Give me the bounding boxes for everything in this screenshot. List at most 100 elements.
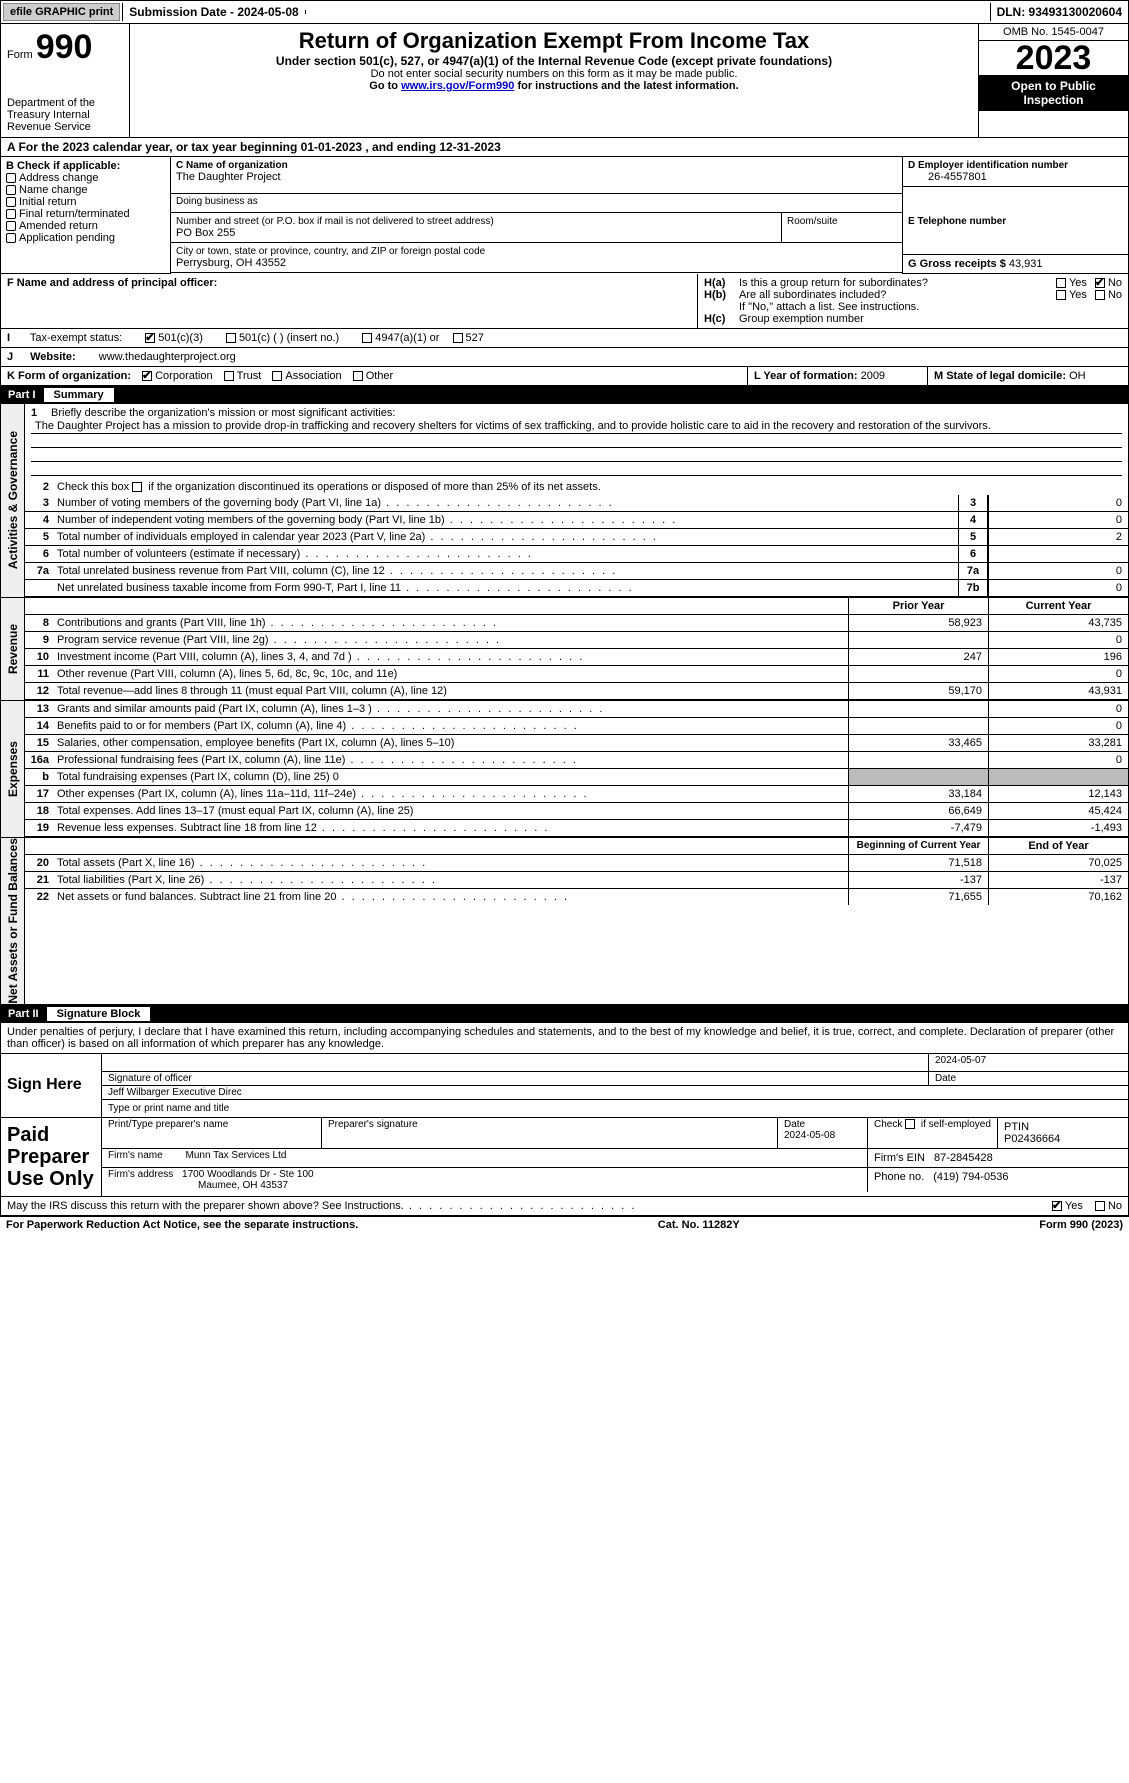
l17: Other expenses (Part IX, column (A), lin… [53,786,848,802]
cb-name-change[interactable] [6,185,16,195]
l21: Total liabilities (Part X, line 26) [53,872,848,888]
hdr-curr: Current Year [988,598,1128,614]
officer-label: F Name and address of principal officer: [7,277,217,289]
hc-label: Group exemption number [739,313,864,325]
org-name-label: C Name of organization [176,160,897,171]
cb-4947[interactable] [362,333,372,343]
l5: Total number of individuals employed in … [53,529,958,545]
l8: Contributions and grants (Part VIII, lin… [53,615,848,631]
dln: DLN: 93493130020604 [990,3,1128,21]
l7b: Net unrelated business taxable income fr… [53,580,958,596]
footer-mid: Cat. No. 11282Y [658,1219,740,1231]
cb-discontinued[interactable] [132,482,142,492]
form-header: Form 990 Department of the Treasury Inte… [0,24,1129,138]
ha-yes[interactable] [1056,278,1066,288]
date-label: Date [928,1072,1128,1086]
cb-527[interactable] [453,333,463,343]
ha-label: Is this a group return for subordinates? [739,277,1056,289]
ptin-value: P02436664 [1004,1133,1122,1145]
cb-initial-return[interactable] [6,197,16,207]
type-name-label: Type or print name and title [102,1100,1128,1117]
mission-text: The Daughter Project has a mission to pr… [31,419,1122,434]
org-form-label: K Form of organization: [7,370,131,382]
hdr-end: End of Year [988,838,1128,854]
l19: Revenue less expenses. Subtract line 18 … [53,820,848,836]
firm-ein: 87-2845428 [934,1152,993,1164]
l18: Total expenses. Add lines 13–17 (must eq… [53,803,848,819]
page-footer: For Paperwork Reduction Act Notice, see … [0,1216,1129,1233]
website-label: Website: [30,351,76,363]
l3: Number of voting members of the governin… [53,495,958,511]
v3: 0 [988,495,1128,511]
identity-grid: B Check if applicable: Address change Na… [0,157,1129,274]
firm-addr2: Maumee, OH 43537 [108,1180,861,1191]
l1-label: Briefly describe the organization's miss… [51,407,395,419]
efile-print-button[interactable]: efile GRAPHIC print [3,3,120,21]
form-title: Return of Organization Exempt From Incom… [136,28,972,54]
website-value: www.thedaughterproject.org [99,351,236,363]
ssn-note: Do not enter social security numbers on … [136,68,972,80]
cb-trust[interactable] [224,371,234,381]
form-subtitle: Under section 501(c), 527, or 4947(a)(1)… [136,54,972,68]
v5: 2 [988,529,1128,545]
l10: Investment income (Part VIII, column (A)… [53,649,848,665]
hb-label: Are all subordinates included? [739,289,1056,301]
street-label: Number and street (or P.O. box if mail i… [176,216,776,227]
hb-yes[interactable] [1056,290,1066,300]
v6 [988,546,1128,562]
year-formation-label: L Year of formation: [754,370,858,382]
phone-label: E Telephone number [908,216,1123,227]
cb-501c3[interactable] [145,333,155,343]
box-b-label: B Check if applicable: [6,160,165,172]
vtab-na: Net Assets or Fund Balances [6,838,20,1004]
city-label: City or town, state or province, country… [176,246,897,257]
signature-block: Under penalties of perjury, I declare th… [0,1023,1129,1216]
ein-label: D Employer identification number [908,160,1123,171]
l11: Other revenue (Part VIII, column (A), li… [53,666,848,682]
goto-prefix: Go to [369,80,401,92]
sig-date1: 2024-05-07 [928,1054,1128,1072]
section-activities: Activities & Governance 1Briefly describ… [0,404,1129,598]
cb-501c[interactable] [226,333,236,343]
year-formation-value: 2009 [861,370,885,382]
hb-no[interactable] [1095,290,1105,300]
print-name-label: Print/Type preparer's name [108,1119,315,1130]
ha-no[interactable] [1095,278,1105,288]
gross-receipts-label: G Gross receipts $ [908,258,1006,270]
hdr-beg: Beginning of Current Year [848,838,988,854]
domicile-value: OH [1069,370,1086,382]
footer-left: For Paperwork Reduction Act Notice, see … [6,1219,358,1231]
tax-status-label: Tax-exempt status: [30,332,122,344]
l16b: Total fundraising expenses (Part IX, col… [53,769,848,785]
l9: Program service revenue (Part VIII, line… [53,632,848,648]
prep-date: 2024-05-08 [784,1130,861,1141]
l20: Total assets (Part X, line 16) [53,855,848,871]
sig-officer-label: Signature of officer [102,1072,928,1086]
cb-corp[interactable] [142,371,152,381]
cb-final-return[interactable] [6,209,16,219]
officer-name: Jeff Wilbarger Executive Direc [102,1086,1128,1100]
form-label: Form [7,49,33,61]
form-number: 990 [36,28,93,66]
public-inspection: Open to Public Inspection [979,75,1128,111]
discuss-yes[interactable] [1052,1201,1062,1211]
v7a: 0 [988,563,1128,579]
l4: Number of independent voting members of … [53,512,958,528]
section-net-assets: Net Assets or Fund Balances Beginning of… [0,838,1129,1005]
vtab-exp: Expenses [6,741,20,797]
cb-amended[interactable] [6,221,16,231]
ptin-label: PTIN [1004,1121,1122,1133]
discuss-no[interactable] [1095,1201,1105,1211]
tax-year: 2023 [979,41,1128,75]
cb-other[interactable] [353,371,363,381]
firm-addr-label: Firm's address [108,1169,173,1180]
cb-self-employed[interactable] [905,1119,915,1129]
cb-app-pending[interactable] [6,233,16,243]
firm-name: Munn Tax Services Ltd [185,1150,286,1161]
cb-address-change[interactable] [6,173,16,183]
goto-suffix: for instructions and the latest informat… [517,80,738,92]
gross-receipts-value: 43,931 [1009,258,1043,270]
irs-link[interactable]: www.irs.gov/Form990 [401,80,514,92]
cb-assoc[interactable] [272,371,282,381]
l16a: Professional fundraising fees (Part IX, … [53,752,848,768]
